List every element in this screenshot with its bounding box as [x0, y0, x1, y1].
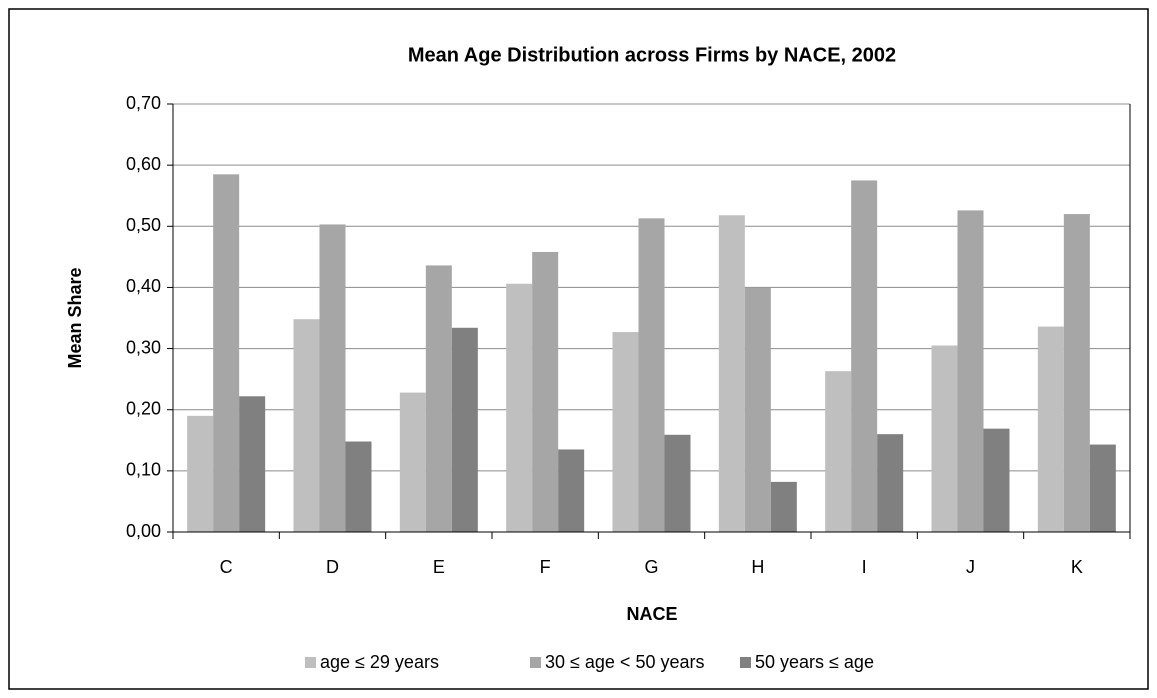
x-tick-label: H: [751, 557, 764, 577]
bar: [718, 215, 745, 532]
legend-label: age ≤ 29 years: [320, 652, 439, 672]
bar: [293, 319, 320, 532]
x-tick-label: I: [862, 557, 867, 577]
bar: [612, 332, 639, 532]
bar: [1037, 326, 1064, 532]
bar: [638, 218, 665, 532]
bar: [931, 345, 958, 532]
x-tick-label: D: [326, 557, 339, 577]
y-tick-label: 0,40: [126, 276, 161, 296]
bar: [399, 392, 426, 532]
legend-label: 30 ≤ age < 50 years: [545, 652, 705, 672]
bar: [345, 441, 372, 532]
bar: [770, 481, 797, 532]
bar: [877, 434, 904, 532]
bar: [664, 434, 691, 532]
bar: [532, 251, 559, 533]
bar: [744, 287, 771, 532]
bar: [1089, 444, 1116, 532]
x-tick-label: G: [644, 557, 658, 577]
bar: [851, 180, 878, 532]
x-tick-label: E: [433, 557, 445, 577]
legend-swatch: [305, 657, 316, 668]
bar: [319, 224, 346, 533]
bar: [213, 174, 240, 533]
bar: [558, 449, 585, 532]
y-tick-label: 0,70: [126, 93, 161, 113]
chart-title: Mean Age Distribution across Firms by NA…: [408, 44, 896, 66]
bar: [1063, 214, 1090, 533]
y-tick-label: 0,50: [126, 215, 161, 235]
y-tick-label: 0,00: [126, 521, 161, 541]
bar: [825, 371, 852, 532]
legend-label: 50 years ≤ age: [755, 652, 874, 672]
bar: [506, 283, 533, 532]
y-axis-label: Mean Share: [65, 267, 85, 368]
bar: [425, 265, 452, 532]
bar: [957, 210, 984, 533]
x-tick-label: F: [540, 557, 551, 577]
y-tick-label: 0,60: [126, 154, 161, 174]
bar: [239, 396, 266, 532]
x-tick-label: K: [1071, 557, 1083, 577]
bar: [187, 415, 214, 532]
y-tick-label: 0,20: [126, 398, 161, 418]
bar: [451, 327, 478, 532]
y-tick-label: 0,10: [126, 460, 161, 480]
legend-swatch: [530, 657, 541, 668]
x-axis-label: NACE: [626, 604, 677, 624]
x-tick-label: C: [220, 557, 233, 577]
legend-swatch: [740, 657, 751, 668]
bar: [983, 428, 1010, 532]
y-tick-label: 0,30: [126, 337, 161, 357]
x-tick-label: J: [966, 557, 975, 577]
